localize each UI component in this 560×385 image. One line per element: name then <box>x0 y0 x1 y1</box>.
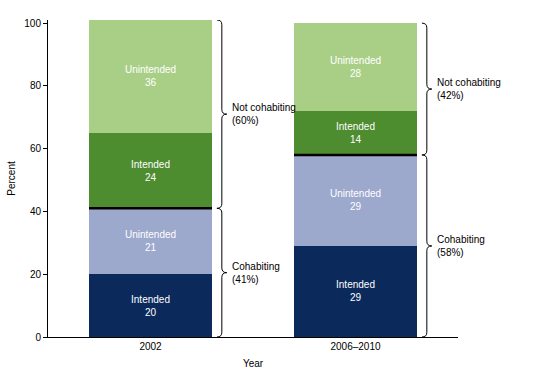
svg-text:0: 0 <box>35 332 41 343</box>
svg-text:Cohabiting(41%): Cohabiting(41%) <box>232 261 280 285</box>
svg-text:80: 80 <box>30 80 42 91</box>
svg-text:Unintended36: Unintended36 <box>125 64 176 88</box>
svg-text:Intended24: Intended24 <box>131 159 170 183</box>
svg-text:60: 60 <box>30 143 42 154</box>
svg-text:Not cohabiting(42%): Not cohabiting(42%) <box>437 77 501 101</box>
svg-text:Not cohabiting(60%): Not cohabiting(60%) <box>232 102 296 126</box>
svg-text:20: 20 <box>30 269 42 280</box>
svg-text:Unintended21: Unintended21 <box>125 229 176 253</box>
svg-text:Year: Year <box>243 358 264 369</box>
svg-text:Unintended29: Unintended29 <box>330 188 381 212</box>
svg-text:Intended29: Intended29 <box>336 279 375 303</box>
svg-text:Percent: Percent <box>6 161 17 196</box>
svg-text:2006–2010: 2006–2010 <box>330 341 380 352</box>
svg-text:40: 40 <box>30 206 42 217</box>
svg-text:100: 100 <box>24 18 41 29</box>
svg-text:Cohabiting(58%): Cohabiting(58%) <box>437 234 485 258</box>
svg-text:Unintended28: Unintended28 <box>330 55 381 79</box>
svg-text:Intended20: Intended20 <box>131 294 170 318</box>
svg-text:2002: 2002 <box>139 341 162 352</box>
svg-text:Intended14: Intended14 <box>336 121 375 145</box>
